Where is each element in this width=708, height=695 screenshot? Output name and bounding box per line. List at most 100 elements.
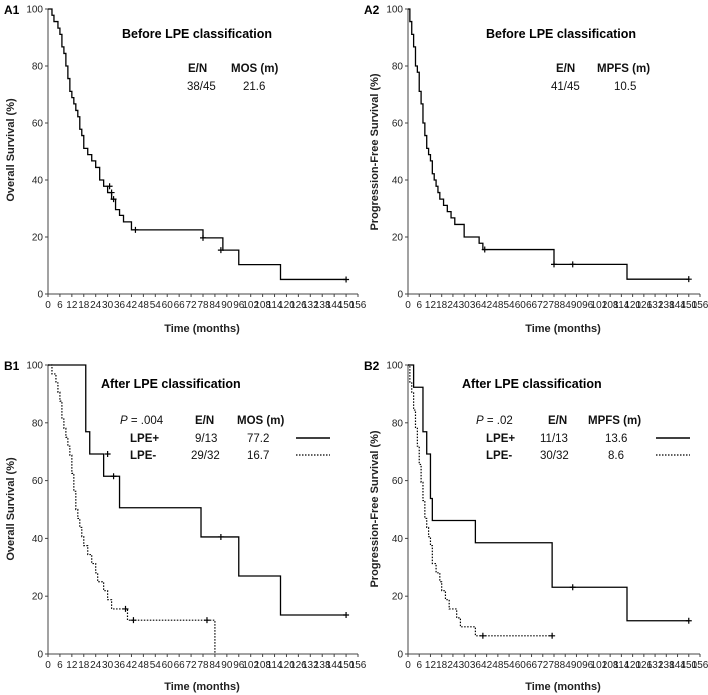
x-tick-label: 12 — [66, 660, 78, 671]
y-tick-label: 100 — [26, 361, 43, 372]
x-tick-label: 138 — [658, 660, 675, 671]
p-label: P — [476, 415, 484, 427]
legend-median-value: 10.5 — [614, 81, 636, 93]
legend-median-value: 16.7 — [247, 450, 269, 462]
x-tick-label: 96 — [233, 660, 245, 671]
y-tick-label: 40 — [32, 176, 44, 187]
legend-row-label: LPE+ — [130, 433, 159, 445]
x-tick-label: 108 — [254, 660, 271, 671]
legend-median-value: 13.6 — [605, 433, 627, 445]
legend-row-label: LPE- — [486, 450, 512, 462]
plot-area-b2: 0 6 12 18 24 30 36 42 48 54 60 66 72 78 84 90 9610210811… — [386, 361, 708, 672]
x-tick-label: 72 — [186, 300, 198, 311]
censor-mark — [104, 451, 111, 458]
x-tick-label: 66 — [174, 300, 186, 311]
censor-mark — [217, 533, 224, 540]
x-axis-title: Time (months) — [164, 681, 240, 693]
x-tick-label: 132 — [302, 300, 319, 311]
x-tick-label: 144 — [669, 660, 686, 671]
censor-mark — [108, 189, 115, 196]
legend-en-value: 41/45 — [551, 81, 580, 93]
legend-header-median: MOS (m) — [231, 63, 278, 75]
y-tick-label: 80 — [32, 62, 44, 73]
p-number: = .004 — [128, 415, 164, 427]
x-tick-label: 84 — [560, 660, 572, 671]
x-tick-label: 96 — [233, 300, 245, 311]
legend-median-value: 8.6 — [608, 450, 624, 462]
x-tick-label: 126 — [290, 660, 307, 671]
p-number: = .02 — [484, 415, 513, 427]
censor-mark — [685, 617, 692, 624]
legend-header-median: MPFS (m) — [597, 63, 650, 75]
x-tick-label: 54 — [150, 300, 162, 311]
x-tick-label: 96 — [582, 660, 594, 671]
legend-row-label: LPE- — [130, 450, 156, 462]
x-tick-label: 132 — [647, 300, 664, 311]
x-tick-label: 48 — [492, 660, 504, 671]
x-tick-label: 36 — [470, 300, 482, 311]
x-tick-label: 132 — [302, 660, 319, 671]
x-tick-label: 0 — [405, 660, 411, 671]
y-tick-label: 60 — [32, 476, 44, 487]
x-tick-label: 36 — [470, 660, 482, 671]
censor-mark — [110, 473, 117, 480]
x-tick-label: 0 — [405, 300, 411, 311]
panel-label-b1: B1 — [4, 359, 20, 373]
x-tick-label: 156 — [692, 660, 708, 671]
panel-label-a2: A2 — [364, 3, 380, 17]
x-tick-label: 66 — [526, 660, 538, 671]
censor-mark — [217, 247, 224, 254]
y-tick-label: 60 — [392, 119, 404, 130]
x-tick-label: 126 — [636, 300, 653, 311]
chart-title: After LPE classification — [101, 377, 241, 391]
x-tick-label: 156 — [692, 300, 708, 311]
x-tick-label: 114 — [613, 300, 629, 311]
x-tick-label: 72 — [186, 660, 198, 671]
y-axis-title: Progression-Free Survival (%) — [369, 430, 381, 587]
x-tick-label: 84 — [560, 300, 572, 311]
censor-mark — [203, 617, 210, 624]
legend-en-value: 30/32 — [540, 450, 569, 462]
x-tick-label: 24 — [447, 300, 459, 311]
y-axis-title: Progression-Free Survival (%) — [369, 73, 381, 230]
x-tick-label: 78 — [197, 300, 209, 311]
y-tick-label: 20 — [32, 233, 44, 244]
y-axis-title: Overall Survival (%) — [5, 457, 17, 561]
panel-label-b2: B2 — [364, 359, 380, 373]
x-tick-label: 138 — [658, 300, 675, 311]
x-tick-label: 72 — [537, 660, 549, 671]
x-tick-label: 6 — [416, 660, 422, 671]
x-tick-label: 30 — [102, 660, 114, 671]
legend-header-en: E/N — [195, 415, 214, 427]
censor-mark — [569, 584, 576, 591]
legend-en-value: 11/13 — [540, 433, 568, 445]
y-tick-label: 60 — [392, 476, 404, 487]
legend-header-median: MOS (m) — [237, 415, 284, 427]
x-tick-label: 54 — [150, 660, 162, 671]
x-tick-label: 6 — [57, 660, 63, 671]
chart-title: Before LPE classification — [122, 27, 272, 41]
x-tick-label: 48 — [138, 660, 150, 671]
x-tick-label: 60 — [162, 660, 174, 671]
y-tick-label: 0 — [37, 290, 43, 301]
censor-mark — [343, 611, 350, 618]
y-tick-label: 20 — [32, 592, 44, 603]
x-tick-label: 24 — [90, 300, 102, 311]
x-tick-label: 78 — [548, 660, 560, 671]
x-tick-label: 102 — [242, 300, 259, 311]
censor-mark — [549, 632, 556, 639]
censor-mark — [130, 617, 137, 624]
x-tick-label: 144 — [326, 660, 343, 671]
x-tick-label: 30 — [459, 300, 471, 311]
x-tick-label: 18 — [78, 300, 90, 311]
survival-curve-solid — [408, 8, 689, 280]
x-tick-label: 42 — [481, 300, 493, 311]
x-tick-label: 108 — [254, 300, 271, 311]
legend-en-value: 9/13 — [195, 433, 217, 445]
plot-area-b1: 0 6 12 18 24 30 36 42 48 54 60 66 72 78 84 90 9610210811… — [26, 361, 366, 672]
x-tick-label: 114 — [613, 660, 629, 671]
legend-median-value: 21.6 — [243, 81, 265, 93]
y-tick-label: 0 — [397, 650, 403, 661]
x-tick-label: 120 — [278, 660, 295, 671]
x-tick-label: 102 — [591, 300, 608, 311]
